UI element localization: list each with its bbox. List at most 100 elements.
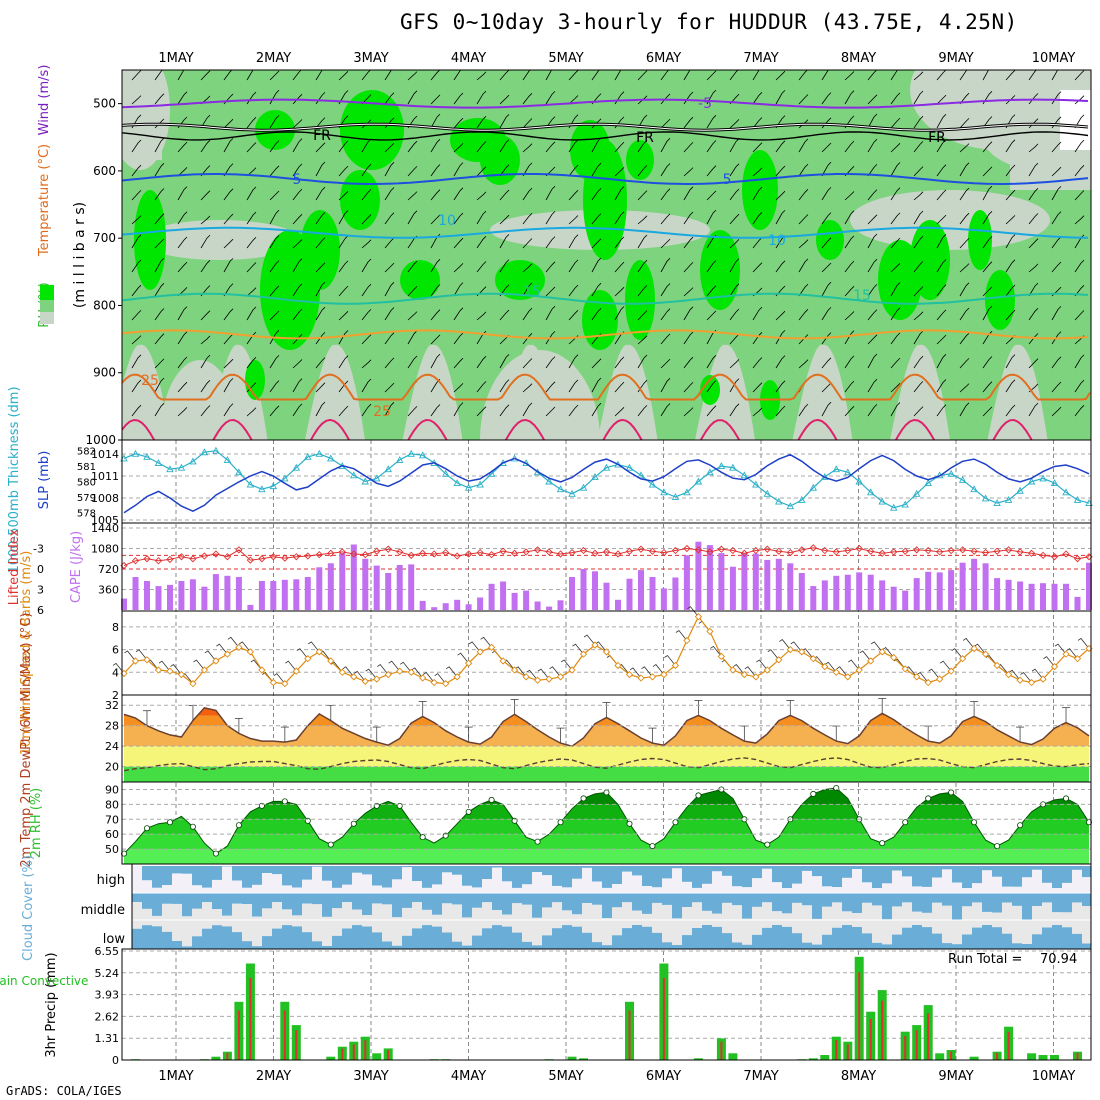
wind-barb [936,94,947,105]
middle-cloud-gap [972,902,982,920]
wind-barb [568,95,579,105]
low-cloud-cell [692,928,702,949]
middle-cloud-gap [692,902,702,920]
wind-barb [246,382,257,393]
chart-title: GFS 0~10day 3-hourly for HUDDUR (43.75E,… [400,10,1018,34]
rh-point [971,819,978,826]
thickness-point [889,503,898,511]
lifted-ylabel: Lifted Index [7,528,22,605]
cape-bar [523,590,530,610]
wind-barb [453,143,464,153]
wind-speed-point [637,674,645,682]
wind-barb-10m [962,637,975,649]
wind-barb [177,261,188,273]
rh-legend-light [40,312,54,324]
cross-section-ylabel-part: Wind (m/s) [37,65,52,136]
wind-barb [890,402,901,417]
middle-cloud-gap [242,904,252,920]
wind-barb [246,211,257,225]
lifted-index-point [844,546,852,555]
low-cloud-cell [892,934,902,949]
wind-speed-point [442,680,450,688]
thickness-point [1004,496,1013,503]
lifted-index-point [924,546,932,555]
high-cloud-cell [552,866,562,886]
wind-barb [338,285,349,297]
rh-point [488,796,495,803]
thickness-point [200,448,209,456]
wind-barb [752,186,763,201]
wind-speed-point [901,665,909,673]
rh-band [124,834,1089,850]
wind-barb [913,406,924,417]
middle-cloud-gap [292,915,302,920]
wind-barb [476,236,487,249]
wind-barb [683,70,691,81]
wind-barb [361,334,372,345]
wind-speed-point [970,644,978,653]
cross-section-ylabel-part: Temperature (°C) [37,144,52,257]
high-cloud-cell [692,866,702,888]
wind-barb [246,287,257,297]
wind-speed-point [683,636,691,645]
wind-barb [269,310,280,321]
wind-barb-10m [859,650,872,662]
cape-bar [1086,562,1092,610]
wind-barb [453,282,464,297]
rh-point [902,819,909,826]
thickness-point [970,485,978,493]
rh-point [212,850,219,857]
wind-barb [246,70,254,81]
wind-barb [407,191,418,201]
wind-barb [131,95,142,105]
wind-barb [223,118,234,129]
lifted-index-point [476,548,484,557]
middle-cloud-gap [852,913,862,920]
low-cloud-cell [422,925,432,949]
wind-speed-point [867,657,875,665]
lifted-index-point [947,546,955,555]
wind-speed-point [384,670,392,679]
wind-barb [867,284,878,297]
low-cloud-cell [482,928,492,949]
low-cloud-cell [342,928,352,949]
lifted-index-point [798,546,806,554]
wind-barb [154,93,165,105]
lifted-index-point [729,546,737,555]
wind-barb [1028,93,1039,105]
wind-barb [407,260,418,273]
grads-credit: GrADS: COLA/IGES [6,1084,122,1098]
high-cloud-cell [612,866,622,884]
wind-barb [752,262,763,273]
thickness-point [143,452,151,460]
rh-point [948,789,955,796]
low-cloud-cell [552,928,562,949]
middle-cloud-gap [272,902,282,920]
middle-cloud-gap [372,903,382,920]
wind-speed-point [453,673,461,681]
temp-tick-label: 32 [105,699,119,712]
wind-speed-point [487,643,496,651]
thickness-point [740,471,749,479]
wind-barb [798,359,809,369]
wind-barb [844,311,855,321]
cape-bar [592,571,598,610]
wind-barb [798,94,809,105]
middle-cloud-gap [172,903,182,920]
wind-barb [1028,282,1039,297]
wind-barb [706,190,717,201]
wind-barb [154,163,165,177]
high-cloud-cell [1032,866,1042,870]
wind-speed-point [350,673,358,681]
wind-barb-10m [916,671,929,683]
wind-barb-10m [457,652,469,664]
rh-point [626,820,633,827]
low-cloud-cell [522,941,532,949]
lifted-index-point [510,549,519,557]
cape-bar [867,574,874,610]
low-cloud-cell [352,925,362,949]
wind-barb [1005,139,1016,153]
wind-barb [729,283,740,297]
wind-barb [844,71,855,81]
cape-bar [603,582,610,610]
